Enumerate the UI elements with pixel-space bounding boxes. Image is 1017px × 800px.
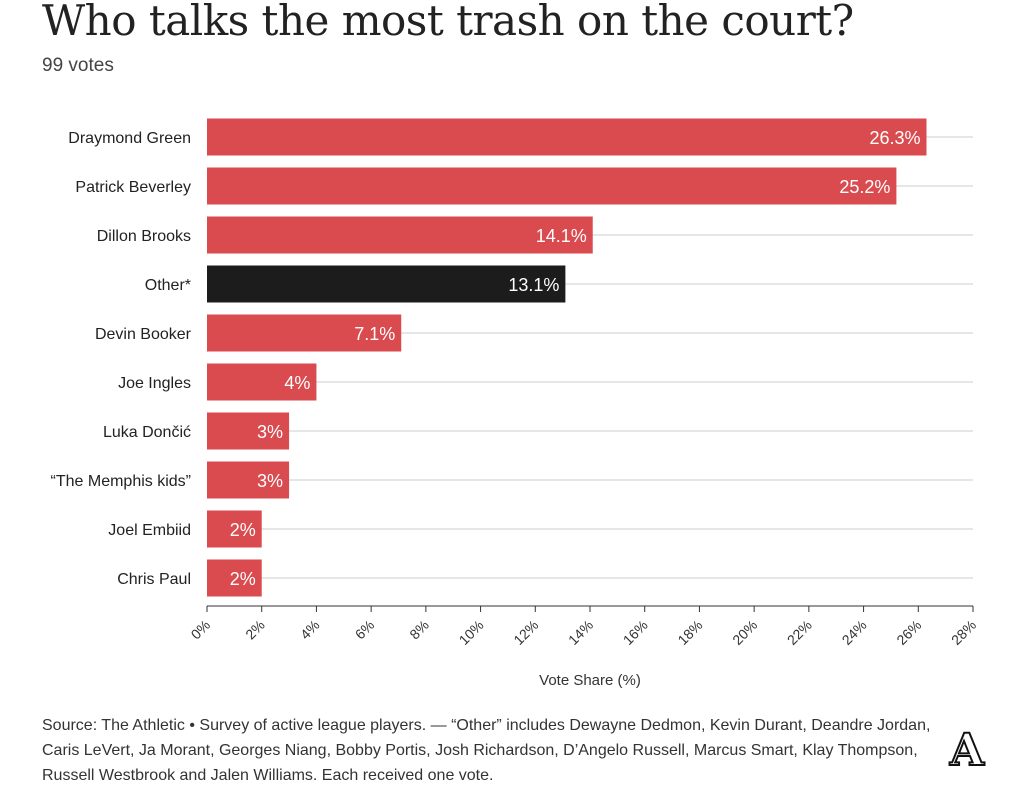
x-tick-label: 8% bbox=[406, 617, 432, 643]
x-tick-label: 26% bbox=[893, 617, 924, 648]
x-tick-label: 12% bbox=[510, 617, 541, 648]
value-label: 25.2% bbox=[839, 177, 890, 197]
category-label: Dillon Brooks bbox=[97, 228, 191, 245]
bar bbox=[207, 363, 317, 401]
category-label: Chris Paul bbox=[117, 571, 191, 588]
value-label: 7.1% bbox=[354, 324, 395, 344]
bar bbox=[207, 167, 897, 205]
bar bbox=[207, 118, 927, 156]
value-label: 4% bbox=[284, 373, 310, 393]
bar bbox=[207, 265, 566, 303]
category-label: Luka Dončić bbox=[103, 424, 191, 441]
bar-chart: Draymond Green Patrick Beverley Dillon Bro… bbox=[51, 118, 979, 689]
value-label: 2% bbox=[230, 520, 256, 540]
category-labels: Draymond Green Patrick Beverley Dillon Bro… bbox=[51, 130, 192, 588]
value-label: 3% bbox=[257, 471, 283, 491]
value-label: 14.1% bbox=[536, 226, 587, 246]
x-tick-label: 6% bbox=[352, 617, 378, 643]
x-tick-label: 22% bbox=[784, 617, 815, 648]
x-tick-label: 4% bbox=[297, 617, 323, 643]
x-tick-label: 24% bbox=[839, 617, 870, 648]
x-tick-label: 18% bbox=[674, 617, 705, 648]
source-note: Source: The Athletic • Survey of active … bbox=[42, 717, 931, 784]
category-label: Joe Ingles bbox=[118, 375, 191, 392]
x-tick-label: 28% bbox=[948, 617, 979, 648]
x-axis: 0% 2% 4% 6% 8% 10% 12% 14% 16% 18% 20% 22% 24% 26% 28% bbox=[187, 605, 979, 648]
value-label: 13.1% bbox=[508, 275, 559, 295]
category-label: Devin Booker bbox=[95, 326, 192, 343]
value-label: 26.3% bbox=[869, 128, 920, 148]
category-label: “The Memphis kids” bbox=[51, 473, 191, 490]
x-axis-title: Vote Share (%) bbox=[539, 672, 641, 689]
bar bbox=[207, 314, 402, 352]
value-label: 3% bbox=[257, 422, 283, 442]
value-labels: 26.3% 25.2% 14.1% 13.1% 7.1% 4% 3% 3% 2% 2% bbox=[230, 128, 921, 589]
category-label: Draymond Green bbox=[68, 130, 191, 147]
logo-letter: A bbox=[949, 727, 985, 769]
x-tick-label: 16% bbox=[620, 617, 651, 648]
category-label: Joel Embiid bbox=[108, 522, 191, 539]
chart-title: Who talks the most trash on the court? bbox=[42, 0, 854, 45]
category-label: Other* bbox=[145, 277, 191, 294]
x-tick-label: 0% bbox=[187, 617, 213, 643]
x-tick-label: 10% bbox=[456, 617, 487, 648]
vote-count: 99 votes bbox=[42, 55, 114, 76]
x-tick-label: 14% bbox=[565, 617, 596, 648]
bar bbox=[207, 216, 593, 254]
category-label: Patrick Beverley bbox=[75, 179, 191, 196]
x-tick-label: 2% bbox=[242, 617, 268, 643]
bars bbox=[207, 118, 927, 597]
bar bbox=[207, 412, 290, 450]
the-athletic-logo: A bbox=[946, 724, 988, 777]
value-label: 2% bbox=[230, 569, 256, 589]
bar bbox=[207, 559, 262, 597]
x-tick-label: 20% bbox=[729, 617, 760, 648]
bar bbox=[207, 461, 290, 499]
bar bbox=[207, 510, 262, 548]
